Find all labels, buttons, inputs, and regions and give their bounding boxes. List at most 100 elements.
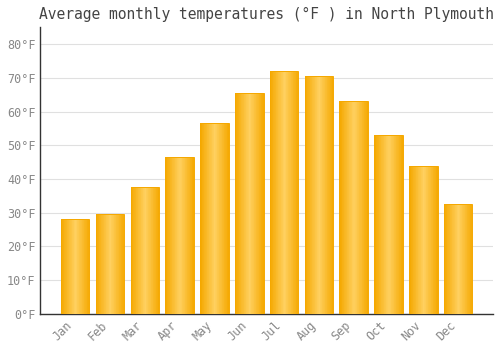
Bar (146, 188, 147, 314)
Bar (409, 166, 438, 314)
Bar (352, 102, 353, 314)
Bar (436, 166, 437, 314)
Bar (73, 219, 74, 314)
Bar (139, 188, 140, 314)
Bar (342, 102, 343, 314)
Bar (469, 204, 470, 314)
Bar (243, 93, 244, 314)
Bar (238, 93, 240, 314)
Bar (224, 124, 225, 314)
Bar (220, 124, 221, 314)
Bar (188, 157, 189, 314)
Bar (148, 188, 149, 314)
Bar (130, 188, 159, 314)
Bar (327, 76, 328, 314)
Bar (464, 204, 466, 314)
Bar (156, 188, 157, 314)
Bar (394, 135, 395, 314)
Bar (416, 166, 417, 314)
Bar (282, 71, 284, 314)
Bar (437, 166, 438, 314)
Bar (272, 71, 274, 314)
Bar (247, 93, 248, 314)
Bar (84, 219, 85, 314)
Bar (345, 102, 346, 314)
Bar (340, 102, 341, 314)
Bar (138, 188, 139, 314)
Bar (78, 219, 80, 314)
Bar (141, 188, 142, 314)
Bar (310, 76, 311, 314)
Bar (400, 135, 402, 314)
Bar (393, 135, 394, 314)
Bar (97, 215, 98, 314)
Bar (157, 188, 158, 314)
Title: Average monthly temperatures (°F ) in North Plymouth: Average monthly temperatures (°F ) in No… (39, 7, 494, 22)
Bar (88, 219, 90, 314)
Bar (154, 188, 155, 314)
Bar (383, 135, 384, 314)
Bar (66, 219, 68, 314)
Bar (280, 71, 281, 314)
Bar (115, 215, 116, 314)
Bar (410, 166, 411, 314)
Bar (326, 76, 327, 314)
Bar (278, 71, 279, 314)
Bar (291, 71, 292, 314)
Bar (374, 135, 375, 314)
Bar (250, 93, 252, 314)
Bar (177, 157, 178, 314)
Bar (184, 157, 186, 314)
Bar (186, 157, 187, 314)
Bar (432, 166, 434, 314)
Bar (312, 76, 313, 314)
Bar (118, 215, 120, 314)
Bar (277, 71, 278, 314)
Bar (180, 157, 181, 314)
Bar (341, 102, 342, 314)
Bar (171, 157, 172, 314)
Bar (193, 157, 194, 314)
Bar (417, 166, 418, 314)
Bar (363, 102, 364, 314)
Bar (395, 135, 396, 314)
Bar (168, 157, 169, 314)
Bar (366, 102, 368, 314)
Bar (274, 71, 275, 314)
Bar (346, 102, 348, 314)
Bar (221, 124, 222, 314)
Bar (189, 157, 190, 314)
Bar (136, 188, 137, 314)
Bar (225, 124, 226, 314)
Bar (382, 135, 383, 314)
Bar (344, 102, 345, 314)
Bar (296, 71, 297, 314)
Bar (254, 93, 255, 314)
Bar (304, 76, 333, 314)
Bar (384, 135, 385, 314)
Bar (463, 204, 464, 314)
Bar (242, 93, 243, 314)
Bar (290, 71, 291, 314)
Bar (103, 215, 104, 314)
Bar (122, 215, 123, 314)
Bar (104, 215, 105, 314)
Bar (116, 215, 117, 314)
Bar (354, 102, 355, 314)
Bar (456, 204, 457, 314)
Bar (380, 135, 382, 314)
Bar (117, 215, 118, 314)
Bar (183, 157, 184, 314)
Bar (236, 93, 237, 314)
Bar (240, 93, 242, 314)
Bar (213, 124, 214, 314)
Bar (457, 204, 458, 314)
Bar (356, 102, 358, 314)
Bar (418, 166, 419, 314)
Bar (421, 166, 422, 314)
Bar (459, 204, 460, 314)
Bar (454, 204, 456, 314)
Bar (322, 76, 323, 314)
Bar (446, 204, 447, 314)
Bar (216, 124, 218, 314)
